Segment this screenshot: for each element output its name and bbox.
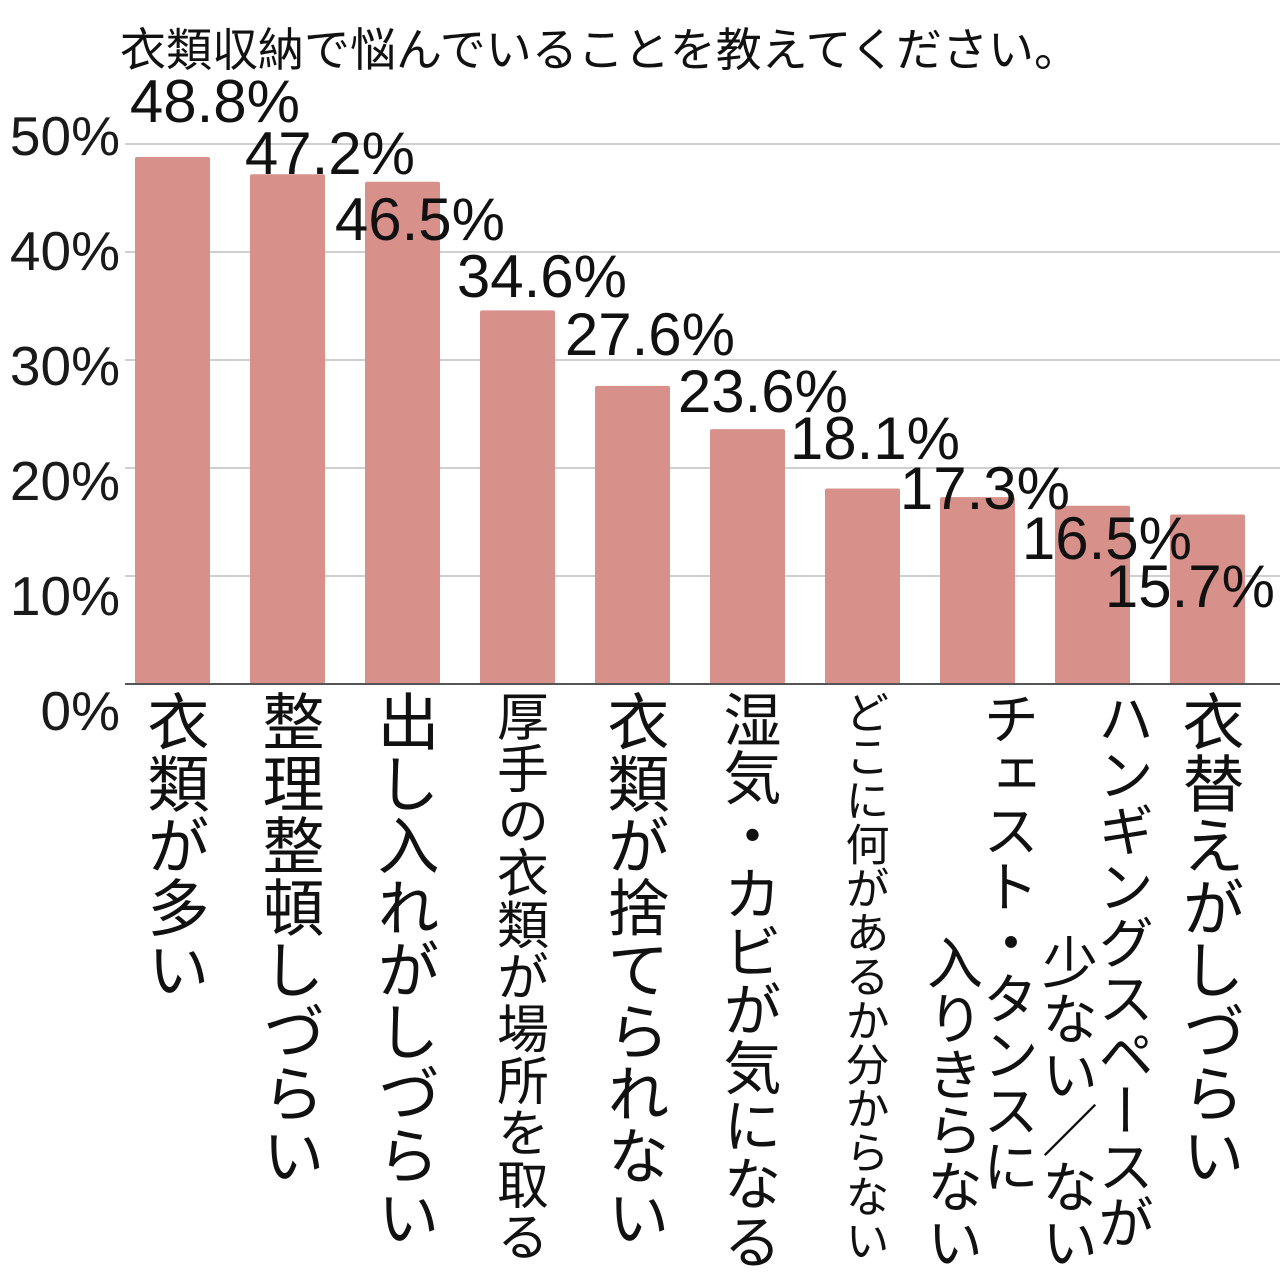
data-label: 23.6% <box>678 358 848 425</box>
data-label: 34.6% <box>457 243 627 310</box>
bar <box>1170 514 1245 684</box>
bar <box>825 488 900 684</box>
y-tick-labels: 0% 10% 20% 30% 40% 50% <box>10 105 120 742</box>
bar <box>480 310 555 684</box>
y-tick-label: 20% <box>10 450 120 512</box>
data-label: 18.1% <box>790 405 960 472</box>
bar <box>135 156 210 684</box>
bar <box>710 429 785 684</box>
data-label: 27.6% <box>565 301 735 368</box>
data-label: 15.7% <box>1105 553 1275 620</box>
y-tick-label: 40% <box>10 220 120 282</box>
bar <box>250 174 325 685</box>
data-label: 46.5% <box>335 186 505 253</box>
y-tick-label: 0% <box>41 680 121 742</box>
data-labels: 48.8%47.2%46.5%34.6%27.6%23.6%18.1%17.3%… <box>130 68 1275 620</box>
data-label: 47.2% <box>245 120 415 187</box>
bar <box>1055 505 1130 684</box>
y-tick-label: 50% <box>10 105 120 167</box>
y-tick-label: 30% <box>10 335 120 397</box>
bar <box>595 385 670 684</box>
y-tick-label: 10% <box>10 565 120 627</box>
data-label: 17.3% <box>900 455 1070 522</box>
bars <box>135 156 1245 685</box>
bar <box>365 181 440 685</box>
data-label: 48.8% <box>130 68 300 135</box>
chart-title: 衣類収納で悩んでいることを教えてください。 <box>120 23 1081 77</box>
bar <box>940 497 1015 684</box>
data-label: 16.5% <box>1022 505 1192 572</box>
